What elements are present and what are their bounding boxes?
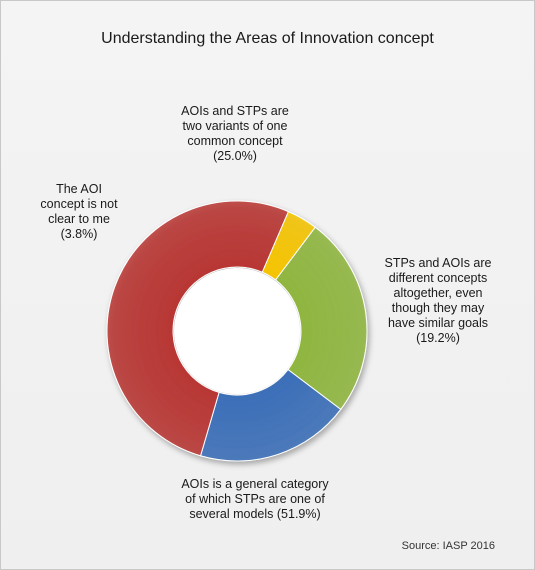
slice-aoi-not-clear <box>261 210 316 281</box>
chart-title: Understanding the Areas of Innovation co… <box>101 30 434 47</box>
label-different-concepts: STPs and AOIs are different concepts alt… <box>384 256 492 345</box>
slice-different-concepts <box>199 368 342 462</box>
slice-two-variants <box>274 226 368 411</box>
slice-general-category <box>106 200 290 457</box>
label-general-category: AOIs is a general category of which STPs… <box>181 477 329 521</box>
donut-hole <box>174 268 300 394</box>
label-two-variants: AOIs and STPs are two variants of one co… <box>181 104 289 163</box>
label-aoi-not-clear: The AOI concept is not clear to me (3.8%… <box>40 182 118 241</box>
source-note: Source: IASP 2016 <box>401 540 495 552</box>
